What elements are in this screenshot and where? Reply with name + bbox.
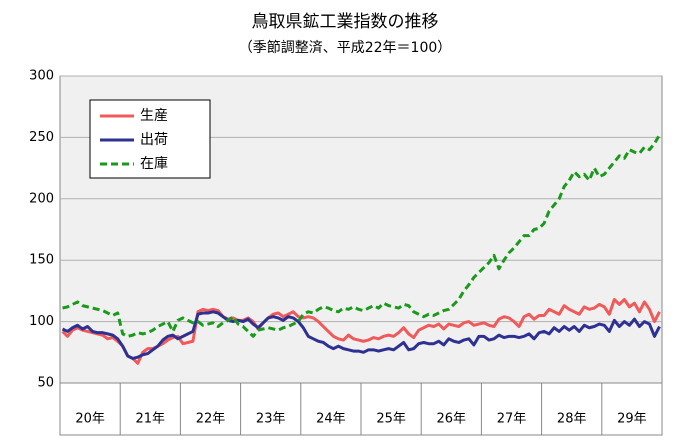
x-tick-label: 23年 [256,412,286,427]
y-tick-label: 300 [29,69,54,84]
line-series [61,298,661,365]
chart-subtitle: （季節調整済、平成22年＝100） [239,39,452,56]
y-tick-label: 100 [29,314,54,329]
x-tick-label: 21年 [136,412,166,427]
line-series [61,310,661,360]
y-tick-label: 150 [29,253,54,268]
x-tick-label: 20年 [75,412,105,427]
x-tick-label: 25年 [376,412,406,427]
x-tick-label: 28年 [557,412,587,427]
x-tick-label: 26年 [437,412,467,427]
legend-label: 出荷 [140,132,168,148]
y-tick-label: 250 [29,130,54,145]
x-tick-label: 27年 [497,412,527,427]
x-tick-label: 22年 [196,412,226,427]
legend-label: 生産 [140,108,168,124]
y-tick-label: 200 [29,191,54,206]
x-tick-label: 29年 [617,412,647,427]
chart-title: 鳥取県鉱工業指数の推移 [252,12,439,32]
line-series [62,134,661,338]
y-tick-label: 50 [37,376,54,391]
x-tick-label: 24年 [316,412,346,427]
legend-label: 在庫 [140,155,168,172]
